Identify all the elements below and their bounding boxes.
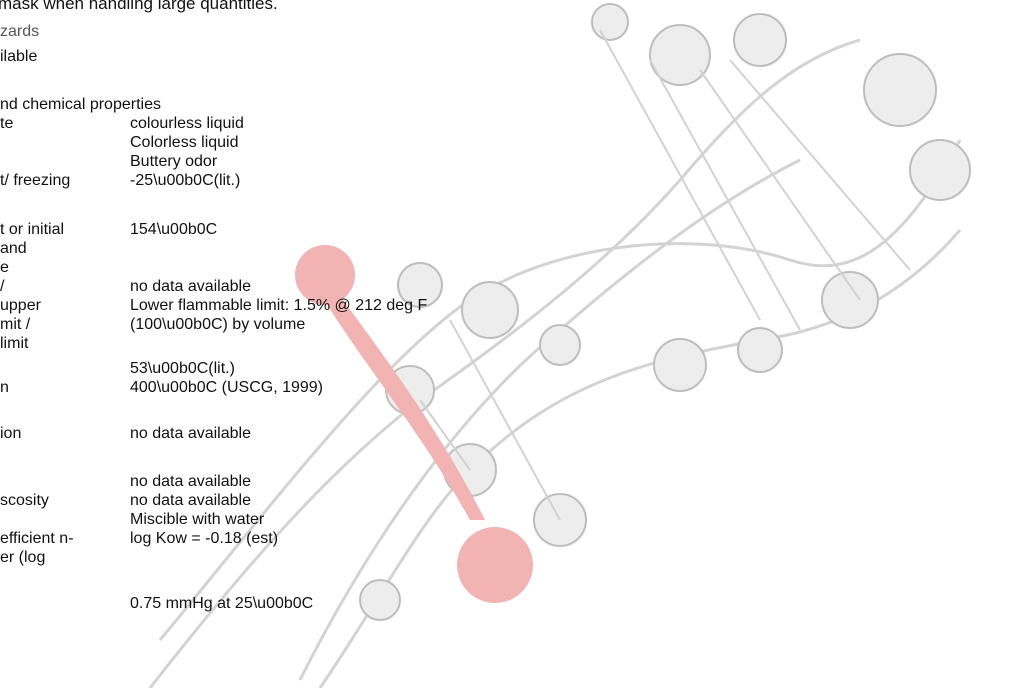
row-value: Colorless liquid bbox=[130, 134, 239, 151]
row-value: no data available bbox=[130, 473, 251, 490]
section-title: nd chemical properties bbox=[0, 96, 161, 113]
row-label: n bbox=[0, 379, 9, 396]
row-value: 53\u00b0C(lit.) bbox=[130, 360, 235, 377]
row-value: colourless liquid bbox=[130, 115, 244, 132]
row-label: ion bbox=[0, 425, 22, 442]
row-label: te bbox=[0, 115, 14, 132]
row-value: 154\u00b0C bbox=[130, 221, 218, 238]
row-value: no data available bbox=[130, 492, 251, 509]
row-value: Miscible with water bbox=[130, 511, 265, 528]
row-label: limit bbox=[0, 335, 29, 352]
row-label: and bbox=[0, 240, 27, 257]
row-value: 0.75 mmHg at 25\u00b0C bbox=[130, 595, 314, 612]
available-label: ilable bbox=[0, 48, 38, 65]
row-label: e bbox=[0, 259, 9, 276]
row-label: er (log bbox=[0, 549, 46, 566]
hazards-label: zards bbox=[0, 23, 40, 40]
row-value: (100\u00b0C) by volume bbox=[130, 316, 306, 333]
row-value: 400\u00b0C (USCG, 1999) bbox=[130, 379, 323, 396]
row-label: mit / bbox=[0, 316, 31, 333]
row-label: scosity bbox=[0, 492, 49, 509]
row-value: -25\u00b0C(lit.) bbox=[130, 172, 241, 189]
top-note-text: mask when handling large quantities. bbox=[0, 0, 278, 13]
row-label: efficient n- bbox=[0, 530, 74, 547]
row-value: Buttery odor bbox=[130, 153, 218, 170]
row-value: no data available bbox=[130, 425, 251, 442]
row-value: Lower flammable limit: 1.5% @ 212 deg F bbox=[130, 297, 428, 314]
row-label: t/ freezing bbox=[0, 172, 71, 189]
row-label: t or initial bbox=[0, 221, 65, 238]
row-value: no data available bbox=[130, 278, 251, 295]
row-label: upper bbox=[0, 297, 41, 314]
row-value: log Kow = -0.18 (est) bbox=[130, 530, 279, 547]
row-label: / bbox=[0, 278, 5, 295]
